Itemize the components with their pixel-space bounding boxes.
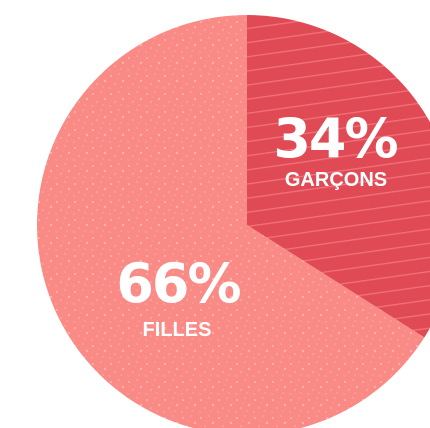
pie-slice-filles (37, 15, 425, 428)
girls-category-label: FILLES (143, 319, 212, 341)
girls-percentage-label: 66% (116, 252, 240, 315)
pie-slice-garcons (247, 15, 430, 338)
boys-category-label: GARÇONS (285, 169, 387, 191)
boys-percentage-label: 34% (273, 107, 397, 170)
